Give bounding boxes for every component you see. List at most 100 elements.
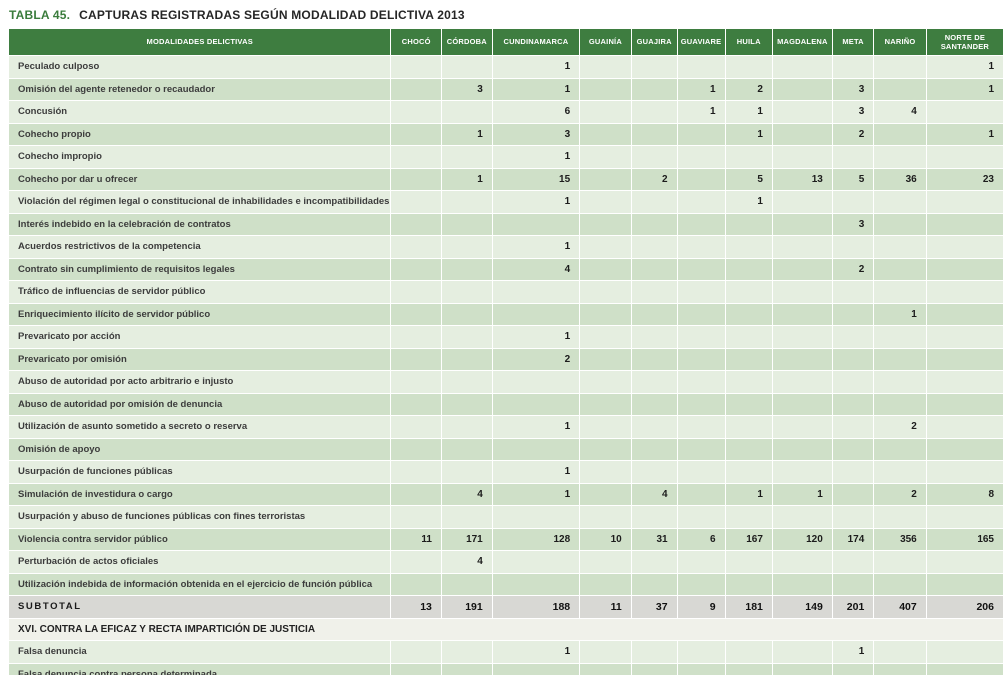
section-row: XVI. CONTRA LA EFICAZ Y RECTA IMPARTICIÓ… — [9, 618, 1003, 640]
value-cell-GUAJIRA — [631, 191, 677, 213]
value-cell-MAGDALENA — [772, 236, 832, 258]
value-cell-META — [832, 348, 874, 370]
value-cell-CHOCÓ — [391, 258, 441, 280]
value-cell-CÓRDOBA: 3 — [441, 78, 492, 100]
value-cell-CHOCÓ — [391, 146, 441, 168]
value-cell-CHOCÓ — [391, 191, 441, 213]
row-label: Utilización indebida de información obte… — [9, 573, 391, 595]
value-cell-GUAINÍA — [580, 438, 631, 460]
value-cell-GUAJIRA: 2 — [631, 168, 677, 190]
value-cell-MAGDALENA — [772, 506, 832, 528]
value-cell-GUAINÍA — [580, 146, 631, 168]
value-cell-CHOCÓ — [391, 551, 441, 573]
value-cell-NARIÑO — [874, 78, 926, 100]
value-cell-HUILA — [725, 393, 772, 415]
value-cell-NARIÑO — [874, 123, 926, 145]
value-cell-MAGDALENA — [772, 123, 832, 145]
value-cell-GUAJIRA — [631, 551, 677, 573]
value-cell-MAGDALENA — [772, 281, 832, 303]
value-cell-CUNDINAMARCA: 4 — [492, 258, 580, 280]
value-cell-NARIÑO — [874, 371, 926, 393]
value-cell-NARIÑO — [874, 191, 926, 213]
value-cell-NORTE DE SANTANDER — [926, 191, 1003, 213]
value-cell-GUAINÍA — [580, 663, 631, 675]
value-cell-MAGDALENA — [772, 258, 832, 280]
row-label: Violación del régimen legal o constituci… — [9, 191, 391, 213]
value-cell-CÓRDOBA — [441, 416, 492, 438]
value-cell-NORTE DE SANTANDER — [926, 258, 1003, 280]
value-cell-META — [832, 416, 874, 438]
row-label: Tráfico de influencias de servidor públi… — [9, 281, 391, 303]
value-cell-GUAVIARE — [677, 416, 725, 438]
value-cell-NORTE DE SANTANDER — [926, 326, 1003, 348]
value-cell-NARIÑO — [874, 281, 926, 303]
value-cell-CUNDINAMARCA: 1 — [492, 191, 580, 213]
value-cell-NORTE DE SANTANDER — [926, 663, 1003, 675]
table-row: Cohecho propio 1 3 1 2 1 — [9, 123, 1003, 145]
row-label: Interés indebido en la celebración de co… — [9, 213, 391, 235]
value-cell-CHOCÓ — [391, 461, 441, 483]
value-cell-GUAVIARE — [677, 371, 725, 393]
value-cell-CHOCÓ — [391, 303, 441, 325]
value-cell-NORTE DE SANTANDER — [926, 236, 1003, 258]
value-cell-GUAVIARE — [677, 168, 725, 190]
column-header-11: NORTE DE SANTANDER — [926, 29, 1003, 55]
value-cell-META — [832, 56, 874, 78]
value-cell-CUNDINAMARCA: 15 — [492, 168, 580, 190]
value-cell-GUAINÍA — [580, 213, 631, 235]
value-cell-CHOCÓ — [391, 573, 441, 595]
value-cell-CUNDINAMARCA — [492, 213, 580, 235]
value-cell-NARIÑO: 36 — [874, 168, 926, 190]
value-cell-NARIÑO: 4 — [874, 101, 926, 123]
value-cell-GUAJIRA — [631, 56, 677, 78]
value-cell-CUNDINAMARCA: 2 — [492, 348, 580, 370]
value-cell-HUILA — [725, 551, 772, 573]
value-cell-NARIÑO — [874, 438, 926, 460]
value-cell-NARIÑO — [874, 641, 926, 663]
value-cell-GUAINÍA — [580, 483, 631, 505]
value-cell-GUAVIARE — [677, 258, 725, 280]
table-number: TABLA 45. — [9, 8, 71, 22]
value-cell-MAGDALENA — [772, 371, 832, 393]
table-row: Utilización indebida de información obte… — [9, 573, 1003, 595]
value-cell-GUAINÍA — [580, 326, 631, 348]
table-row: Acuerdos restrictivos de la competencia 1 — [9, 236, 1003, 258]
value-cell-HUILA: 2 — [725, 78, 772, 100]
value-cell-META: 174 — [832, 528, 874, 550]
value-cell-HUILA: 1 — [725, 483, 772, 505]
value-cell-CHOCÓ — [391, 506, 441, 528]
value-cell-META — [832, 573, 874, 595]
value-cell-GUAINÍA — [580, 641, 631, 663]
value-cell-CUNDINAMARCA: 1 — [492, 641, 580, 663]
value-cell-MAGDALENA — [772, 213, 832, 235]
value-cell-NORTE DE SANTANDER — [926, 573, 1003, 595]
value-cell-GUAINÍA — [580, 461, 631, 483]
value-cell-GUAJIRA — [631, 78, 677, 100]
value-cell-NORTE DE SANTANDER: 1 — [926, 78, 1003, 100]
value-cell-MAGDALENA: 149 — [772, 596, 832, 618]
value-cell-META — [832, 438, 874, 460]
table-row: Violación del régimen legal o constituci… — [9, 191, 1003, 213]
value-cell-CÓRDOBA: 1 — [441, 168, 492, 190]
row-label: Cohecho por dar u ofrecer — [9, 168, 391, 190]
table-row: Cohecho impropio 1 — [9, 146, 1003, 168]
value-cell-CUNDINAMARCA — [492, 506, 580, 528]
value-cell-NORTE DE SANTANDER: 206 — [926, 596, 1003, 618]
value-cell-NORTE DE SANTANDER — [926, 551, 1003, 573]
value-cell-CHOCÓ — [391, 438, 441, 460]
subtotal-row: SUBTOTAL 13 191 188 11 37 9 181 149 201 407 206 — [9, 596, 1003, 618]
value-cell-HUILA — [725, 573, 772, 595]
table-row: Prevaricato por omisión 2 — [9, 348, 1003, 370]
value-cell-GUAVIARE — [677, 506, 725, 528]
value-cell-META: 5 — [832, 168, 874, 190]
value-cell-META: 2 — [832, 258, 874, 280]
value-cell-NARIÑO — [874, 258, 926, 280]
value-cell-GUAJIRA — [631, 258, 677, 280]
value-cell-GUAJIRA — [631, 663, 677, 675]
value-cell-NORTE DE SANTANDER — [926, 461, 1003, 483]
row-label: Usurpación y abuso de funciones públicas… — [9, 506, 391, 528]
value-cell-CUNDINAMARCA: 128 — [492, 528, 580, 550]
value-cell-CHOCÓ — [391, 416, 441, 438]
value-cell-CÓRDOBA: 191 — [441, 596, 492, 618]
table-row: Interés indebido en la celebración de co… — [9, 213, 1003, 235]
